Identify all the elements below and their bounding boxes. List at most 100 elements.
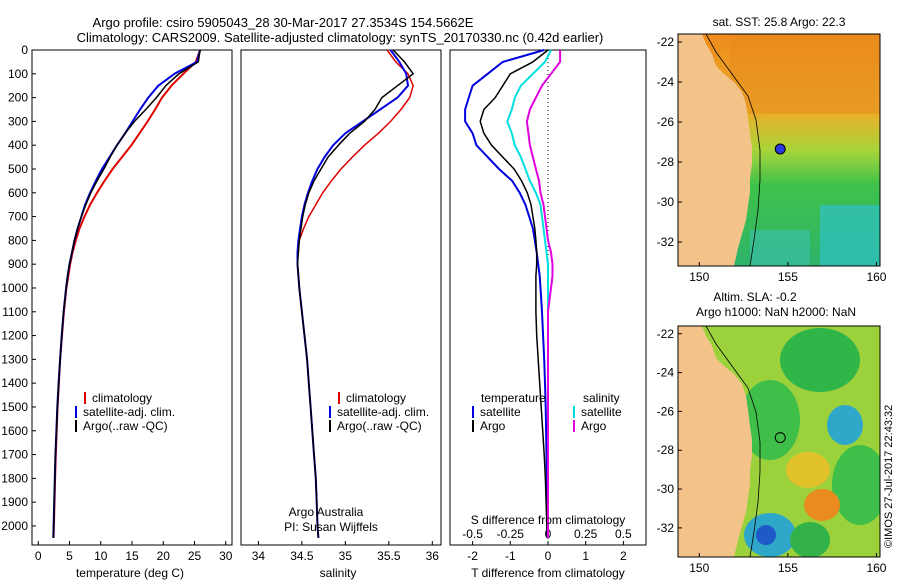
salinity-tick-label: 34.5 — [290, 549, 314, 563]
legend-s-argo-label: Argo — [581, 419, 607, 433]
map-lat-tick-label: -30 — [657, 195, 675, 209]
series-t-satellite — [464, 49, 549, 538]
depth-tick-label: 600 — [8, 186, 28, 200]
depth-tick-label: 1800 — [1, 471, 28, 485]
map-lat-tick-label: -32 — [657, 235, 675, 249]
sla-green-eddy-4 — [790, 522, 830, 557]
legend-s-satellite-label: satellite — [581, 405, 622, 419]
depth-tick-label: 900 — [8, 257, 28, 271]
salinity-lines — [296, 49, 414, 538]
sst-argo-marker — [774, 143, 786, 155]
series-argo-raw-qc- — [52, 49, 201, 538]
depth-tick-label: 500 — [8, 162, 28, 176]
map-lon-tick-label: 160 — [866, 561, 886, 575]
depth-tick-label: 1100 — [2, 305, 28, 319]
sla-map-axes: 150 155 160 -22 -24 -26 -28 -30 -32 — [657, 327, 887, 575]
temperature-tick-label: 20 — [157, 549, 171, 563]
sla-argo-marker — [774, 432, 786, 444]
t-difference-tick-label: 2 — [620, 549, 627, 563]
depth-tick-label: 700 — [8, 210, 28, 224]
sst-coast-contour — [705, 34, 761, 266]
sla-yellow-eddy — [786, 452, 830, 488]
sla-map-title-line2: Argo h1000: NaN h2000: NaN — [696, 305, 856, 319]
series-s-argo — [525, 50, 562, 538]
figure-title-line2: Climatology: CARS2009. Satellite-adjuste… — [77, 30, 604, 45]
map-lat-tick-label: -30 — [657, 482, 675, 496]
salinity-tick-label: 36 — [426, 549, 440, 563]
sla-land — [678, 326, 752, 557]
salinity-tick-label: 35 — [339, 549, 353, 563]
map-lat-tick-label: -32 — [657, 521, 675, 535]
sst-map-title: sat. SST: 25.8 Argo: 22.3 — [713, 15, 846, 29]
depth-tick-label: 800 — [8, 233, 28, 247]
sst-map-axes: 150 155 160 -22 -24 -26 -28 -30 -32 — [657, 35, 887, 284]
t-difference-label: T difference from climatology — [471, 566, 625, 580]
temperature-axes: 0100200300400500600700800900100011001200… — [1, 43, 232, 563]
sst-land — [678, 34, 752, 266]
map-lat-tick-label: -22 — [657, 35, 675, 49]
legend-sal-satellite-label: satellite-adj. clim. — [337, 405, 429, 419]
depth-tick-label: 400 — [8, 138, 28, 152]
legend-t-argo-label: Argo — [480, 419, 506, 433]
map-lat-tick-label: -26 — [657, 404, 675, 418]
sla-map-title-line1: Altim. SLA: -0.2 — [713, 290, 797, 304]
temperature-tick-label: 25 — [188, 549, 202, 563]
sla-green-eddy-1 — [780, 328, 860, 392]
argo-australia-annotation: Argo Australia — [289, 505, 364, 519]
series-t-argo — [479, 49, 549, 538]
depth-tick-label: 2000 — [1, 519, 28, 533]
salinity-tick-label: 35.5 — [377, 549, 401, 563]
legend-sal-climatology-label: climatology — [346, 391, 406, 405]
depth-tick-label: 200 — [8, 91, 28, 105]
depth-tick-label: 300 — [8, 114, 28, 128]
temperature-tick-label: 0 — [35, 549, 42, 563]
temperature-tick-label: 5 — [66, 549, 73, 563]
difference-axes: -2 -1 0 1 2-0.5 -0.25 0 0.25 0.5 — [462, 527, 632, 563]
salinity-xlabel: salinity — [320, 566, 357, 580]
temperature-tick-label: 15 — [125, 549, 139, 563]
depth-tick-label: 100 — [8, 67, 28, 81]
temperature-lines — [52, 49, 202, 538]
map-lon-tick-label: 150 — [689, 561, 709, 575]
temperature-legend: climatology satellite-adj. clim. Argo(..… — [75, 391, 175, 433]
sst-warm-band — [730, 34, 880, 114]
sla-orange-eddy — [804, 489, 840, 521]
legend-sal-argo-label: Argo(..raw -QC) — [337, 419, 422, 433]
legend-argo-label: Argo(..raw -QC) — [83, 419, 168, 433]
depth-tick-label: 1900 — [1, 495, 28, 509]
temperature-tick-label: 10 — [94, 549, 108, 563]
salinity-legend: climatology satellite-adj. clim. Argo(..… — [329, 391, 429, 433]
depth-tick-label: 1300 — [1, 352, 28, 366]
sst-map-frame — [677, 33, 881, 267]
sla-map-field — [678, 326, 880, 557]
map-lon-tick-label: 155 — [778, 561, 798, 575]
pi-annotation: PI: Susan Wijffels — [284, 520, 378, 534]
depth-tick-label: 1600 — [1, 424, 28, 438]
map-lat-tick-label: -24 — [657, 75, 675, 89]
s-difference-tick-label: 0.25 — [574, 527, 598, 541]
salinity-tick-label: 34 — [252, 549, 266, 563]
depth-tick-label: 1000 — [1, 281, 28, 295]
depth-tick-label: 1500 — [1, 400, 28, 414]
legend-climatology-label: climatology — [92, 391, 152, 405]
sst-map-field — [678, 34, 880, 266]
map-lat-tick-label: -26 — [657, 115, 675, 129]
sst-cool-patch-2 — [750, 230, 810, 266]
sst-cool-patch — [820, 205, 880, 266]
map-lat-tick-label: -28 — [657, 443, 675, 457]
depth-tick-label: 1700 — [1, 448, 28, 462]
depth-tick-label: 0 — [21, 43, 28, 57]
legend-salinity-title: salinity — [583, 391, 620, 405]
legend-temperature-title: temperature — [481, 391, 546, 405]
map-lon-tick-label: 155 — [778, 270, 798, 284]
t-difference-tick-label: 1 — [582, 549, 589, 563]
figure-title-line1: Argo profile: csiro 5905043_28 30-Mar-20… — [93, 15, 474, 30]
s-difference-label: S difference from climatology — [471, 513, 626, 527]
sla-blue-eddy-1 — [827, 405, 863, 445]
sla-coast-contour — [705, 326, 761, 557]
legend-t-satellite-label: satellite — [480, 405, 521, 419]
depth-tick-label: 1200 — [1, 329, 28, 343]
s-difference-tick-label: -0.25 — [497, 527, 525, 541]
map-lon-tick-label: 160 — [866, 270, 886, 284]
